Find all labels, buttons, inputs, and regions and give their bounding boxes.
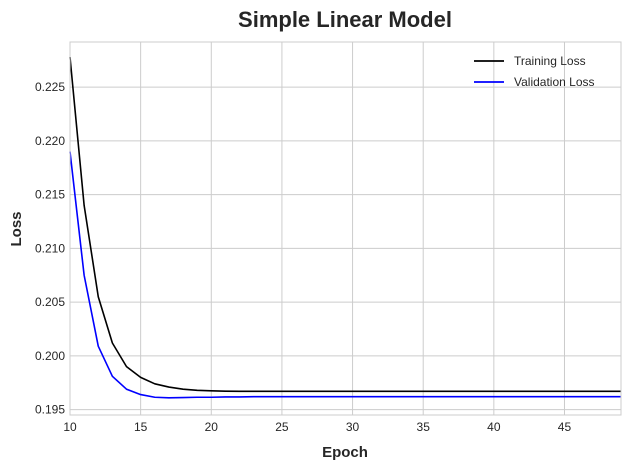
series-layer bbox=[69, 56, 621, 399]
y-tick-label: 0.200 bbox=[35, 349, 65, 363]
validation-loss-legend-label: Validation Loss bbox=[514, 75, 595, 89]
y-tick-label: 0.225 bbox=[35, 80, 65, 94]
y-axis-label: Loss bbox=[8, 211, 25, 246]
x-tick-label: 40 bbox=[487, 420, 501, 434]
legend: Training Loss Validation Loss bbox=[474, 54, 595, 89]
x-tick-label: 45 bbox=[558, 420, 572, 434]
x-tick-label: 35 bbox=[417, 420, 431, 434]
plot-frame bbox=[69, 41, 622, 416]
chart-title: Simple Linear Model bbox=[238, 7, 452, 32]
x-tick-label: 20 bbox=[205, 420, 219, 434]
y-tick-label: 0.205 bbox=[35, 295, 65, 309]
training-loss-legend-label: Training Loss bbox=[514, 54, 586, 68]
grid bbox=[69, 42, 621, 415]
x-axis-label: Epoch bbox=[322, 444, 368, 461]
x-tick-label: 15 bbox=[134, 420, 148, 434]
validation-loss-line bbox=[69, 151, 621, 399]
training-loss-line bbox=[69, 56, 621, 393]
y-tick-label: 0.210 bbox=[35, 241, 65, 255]
x-tick-label: 30 bbox=[346, 420, 360, 434]
tick-labels: 10 15 20 25 30 35 40 45 0.195 0.200 0.205 0.210 0.21… bbox=[35, 80, 572, 434]
x-tick-label: 25 bbox=[275, 420, 289, 434]
y-tick-label: 0.215 bbox=[35, 188, 65, 202]
x-tick-label: 10 bbox=[63, 420, 77, 434]
y-tick-label: 0.220 bbox=[35, 134, 65, 148]
y-tick-label: 0.195 bbox=[35, 403, 65, 417]
